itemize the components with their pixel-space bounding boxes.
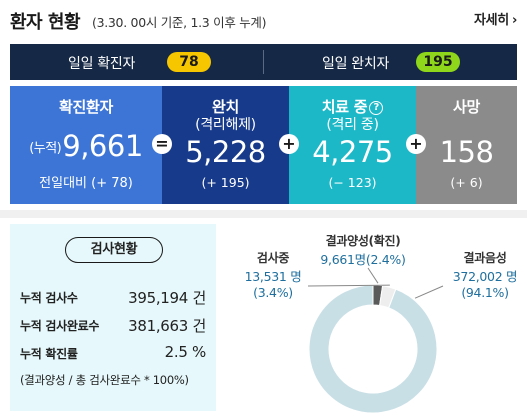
released-title: 완치	[211, 98, 239, 116]
tests-row: 누적 검사수 395,194 건	[20, 287, 206, 307]
detail-link[interactable]: 자세히 ›	[474, 9, 517, 28]
confirmed-value-line: (누적)9,661	[10, 129, 162, 166]
donut-chart	[307, 267, 444, 414]
confirmed-delta: 전일대비 (+ 78)	[39, 176, 133, 191]
treatment-sub: (격리 중)	[326, 117, 379, 133]
donut-positive-title: 결과양성(확진)	[325, 234, 401, 248]
donut-positive-value: 9,661명(2.4%)	[320, 252, 406, 267]
detail-link-label[interactable]: 자세히	[473, 13, 509, 28]
chevron-right-icon[interactable]: ›	[511, 13, 517, 28]
donut-label-positive: 결과양성(확진) 9,661명(2.4%)	[313, 232, 413, 268]
deaths-value: 158	[439, 135, 494, 169]
help-icon[interactable]: ?	[369, 101, 384, 115]
donut-testing-value: 13,531 명	[244, 269, 302, 284]
deaths-title: 사망	[452, 98, 480, 116]
tests-panel: 검사현황 누적 검사수 395,194 건 누적 검사완료수 381,663 건…	[10, 224, 216, 411]
leader-line-positive	[367, 267, 379, 284]
deaths-delta: (+ 6)	[450, 175, 483, 190]
tests-row-value: 2.5 %	[164, 343, 207, 361]
donut-label-testing: 검사중 13,531 명 (3.4%)	[238, 249, 308, 300]
confirmed-title: 확진환자	[58, 98, 113, 116]
treatment-delta: (− 123)	[328, 175, 377, 190]
tests-row-value: 381,663 건	[128, 317, 206, 335]
donut-panel: 결과양성(확진) 9,661명(2.4%) 검사중 13,531 명 (3.4%…	[218, 224, 527, 416]
daily-divider	[263, 50, 264, 74]
daily-released: 일일 완치자 195	[264, 44, 517, 80]
donut-segments	[308, 284, 438, 414]
tests-row-label: 누적 검사완료수	[20, 319, 100, 333]
plus-icon: +	[406, 134, 426, 154]
donut-negative-title: 결과음성	[463, 251, 507, 265]
confirmed-value: 9,661	[62, 129, 143, 163]
confirmed-prefix: (누적)	[29, 141, 62, 156]
daily-confirmed-label: 일일 확진자	[68, 56, 136, 72]
leader-line-testing	[307, 284, 390, 287]
donut-negative-value: 372,002 명	[452, 269, 518, 284]
treatment-value: 4,275	[312, 135, 393, 169]
treatment-title: 치료 중	[321, 98, 368, 116]
tests-note: (결과양성 / 총 검사완료수 * 100%)	[20, 373, 189, 387]
leader-line-negative	[414, 285, 444, 299]
donut-slice-negative	[308, 284, 438, 414]
equals-icon: =	[152, 134, 172, 154]
donut-testing-title: 검사중	[256, 251, 290, 265]
status-cards: 확진환자 (누적)9,661 전일대비 (+ 78) 완치 (격리해제) 5,2…	[10, 86, 517, 204]
page-title: 환자 현황	[10, 12, 81, 33]
tests-row-label: 누적 확진률	[20, 347, 78, 361]
tests-row: 누적 검사완료수 381,663 건	[20, 315, 206, 335]
released-card: 완치 (격리해제) 5,228 (+ 195)	[162, 86, 289, 204]
header: 환자 현황 (3.30. 00시 기준, 1.3 이후 누계) 자세히 ›	[0, 0, 527, 40]
donut-label-negative: 결과음성 372,002 명 (94.1%)	[446, 249, 524, 300]
daily-released-badge: 195	[416, 52, 460, 72]
donut-leaders	[307, 267, 444, 299]
treatment-card: 치료 중? (격리 중) 4,275 (− 123)	[289, 86, 416, 204]
tests-row: 누적 확진률 2.5 %	[20, 343, 206, 363]
donut-negative-pct: (94.1%)	[461, 285, 509, 300]
daily-confirmed-badge: 78	[167, 52, 211, 72]
released-delta: (+ 195)	[201, 175, 250, 190]
donut-testing-pct: (3.4%)	[253, 285, 293, 300]
daily-released-label: 일일 완치자	[322, 56, 390, 72]
daily-confirmed: 일일 확진자 78	[10, 44, 263, 80]
tests-row-value: 395,194 건	[128, 289, 206, 307]
tests-row-label: 누적 검사수	[20, 291, 78, 305]
released-value: 5,228	[185, 135, 266, 169]
daily-bar: 일일 확진자 78 일일 완치자 195	[10, 44, 517, 80]
plus-icon: +	[279, 134, 299, 154]
tests-button[interactable]: 검사현황	[65, 237, 163, 263]
deaths-card: 사망 158 (+ 6)	[416, 86, 517, 204]
section-divider	[0, 210, 527, 218]
page-subtitle: (3.30. 00시 기준, 1.3 이후 누계)	[92, 15, 267, 30]
confirmed-card: 확진환자 (누적)9,661 전일대비 (+ 78)	[10, 86, 162, 204]
released-sub: (격리해제)	[195, 117, 256, 133]
treatment-title-line: 치료 중?	[289, 96, 416, 117]
